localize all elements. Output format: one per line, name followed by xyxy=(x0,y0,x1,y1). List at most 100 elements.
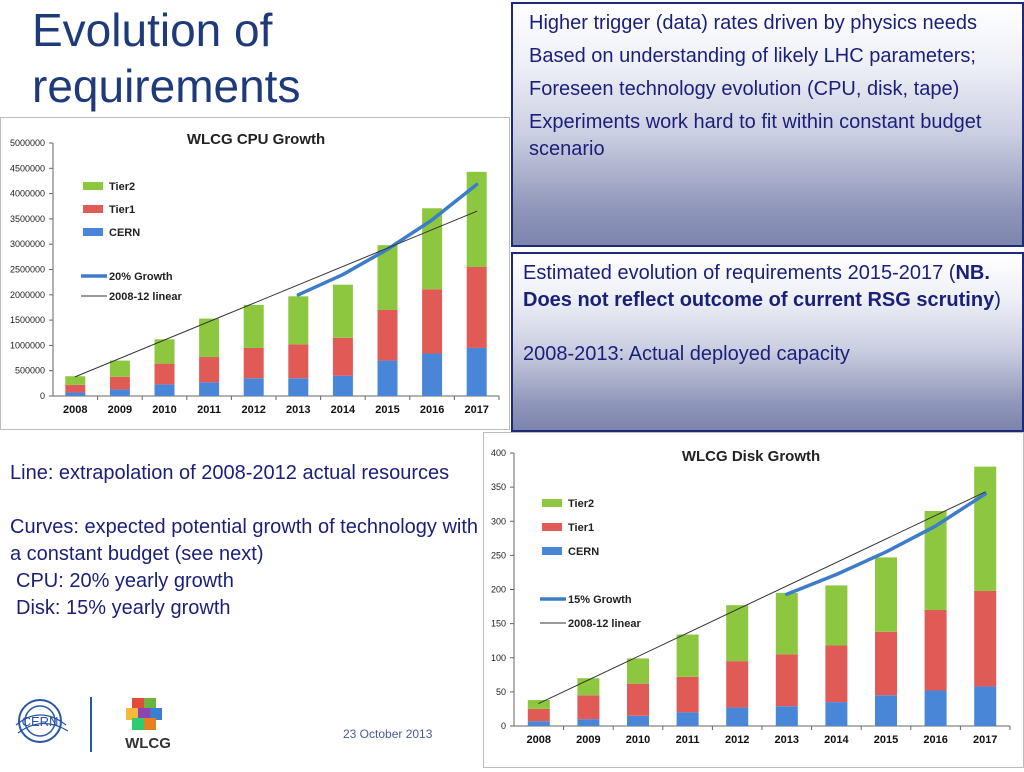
disk-legend-label: Tier2 xyxy=(568,498,594,510)
disk-bar-cern xyxy=(825,702,848,726)
cpu-ytick-label: 2500000 xyxy=(10,265,45,275)
cpu-growth-chart: WLCG CPU Growth 0 500000 1000000 1500000 2000… xyxy=(0,117,510,430)
disk-bar-cern xyxy=(627,715,649,726)
cpu-xtick-label: 2013 xyxy=(286,404,310,416)
cpu-legend-swatch-tier2 xyxy=(83,182,103,190)
cpu-bar-tier2 xyxy=(332,284,353,338)
cpu-ytick-label: 1500000 xyxy=(10,315,45,325)
cpu-bar-cern xyxy=(243,378,264,396)
disk-xtick-label: 2008 xyxy=(527,734,551,746)
cpu-bar-cern xyxy=(109,389,130,396)
disk-bar-cern xyxy=(726,707,749,726)
estimated-evolution-panel: Estimated evolution of requirements 2015… xyxy=(511,252,1024,432)
cpu-bar-tier1 xyxy=(377,309,398,361)
disk-xtick-label: 2017 xyxy=(973,734,997,746)
cpu-ytick-label: 1000000 xyxy=(10,340,45,350)
chart-notes: Line: extrapolation of 2008-2012 actual … xyxy=(10,460,480,622)
slide-title: Evolution of requirements xyxy=(32,4,301,112)
cpu-bar-cern xyxy=(466,347,487,396)
disk-bar-tier1 xyxy=(527,708,550,722)
disk-legend-label: 2008-12 linear xyxy=(568,618,641,630)
cpu-legend-label: Tier1 xyxy=(109,204,135,216)
disk-bar-tier2 xyxy=(527,700,550,709)
disk-xtick-label: 2015 xyxy=(874,734,898,746)
cpu-ytick-label: 3500000 xyxy=(10,214,45,224)
disk-bar-tier1 xyxy=(676,676,699,713)
cpu-bar-tier1 xyxy=(422,289,443,354)
cpu-ytick-label: 5000000 xyxy=(10,138,45,148)
disk-legend-swatch-cern xyxy=(542,547,562,555)
disk-bar-cern xyxy=(676,712,699,726)
disk-ytick-label: 100 xyxy=(491,653,506,663)
disk-xtick-label: 2011 xyxy=(676,734,700,746)
cpu-xtick-label: 2009 xyxy=(108,404,132,416)
bullet-lhc-parameters: Based on understanding of likely LHC par… xyxy=(529,45,976,67)
estimated-evolution-pre: Estimated evolution of requirements 2015… xyxy=(523,262,956,284)
disk-legend-label: Tier1 xyxy=(568,522,594,534)
cpu-bar-tier1 xyxy=(65,384,86,393)
cern-logo: CERN xyxy=(12,695,74,752)
footer-date: 23 October 2013 xyxy=(343,727,433,741)
note-cpu-growth: CPU: 20% yearly growth xyxy=(16,570,234,592)
disk-bar-tier1 xyxy=(974,590,997,687)
cpu-growth-curve xyxy=(296,182,479,297)
cpu-bar-cern xyxy=(332,375,353,396)
disk-bar-tier2 xyxy=(627,658,649,684)
cpu-bar-cern xyxy=(154,384,175,396)
cpu-xtick-label: 2016 xyxy=(420,404,444,416)
cpu-ytick-label: 4500000 xyxy=(10,163,45,173)
disk-bar-tier1 xyxy=(726,661,749,708)
disk-bar-cern xyxy=(924,690,947,726)
disk-legend-swatch-tier1 xyxy=(542,523,562,531)
disk-ytick-label: 0 xyxy=(501,721,506,731)
cpu-legend-swatch-cern xyxy=(83,228,103,236)
disk-xtick-label: 2012 xyxy=(725,734,749,746)
disk-xtick-label: 2013 xyxy=(775,734,799,746)
cpu-legend-label: Tier2 xyxy=(109,181,135,193)
disk-bar-cern xyxy=(775,706,798,726)
cpu-xtick-label: 2010 xyxy=(152,404,176,416)
disk-bar-tier2 xyxy=(726,605,749,662)
cpu-bar-tier2 xyxy=(243,304,264,348)
cpu-chart-title: WLCG CPU Growth xyxy=(187,131,325,148)
cpu-xtick-label: 2015 xyxy=(375,404,399,416)
cpu-bar-tier2 xyxy=(466,171,487,267)
disk-bar-cern xyxy=(527,721,550,726)
disk-bar-tier1 xyxy=(875,631,897,696)
cpu-legend-swatch-tier1 xyxy=(83,205,103,213)
rsg-scrutiny-note: NB. Does not reflect outcome of current … xyxy=(523,262,995,311)
wlcg-logo: WLCG xyxy=(108,694,188,759)
note-extrapolation-line: Line: extrapolation of 2008-2012 actual … xyxy=(10,462,450,484)
cpu-bar-tier1 xyxy=(332,337,353,376)
note-disk-growth: Disk: 15% yearly growth xyxy=(16,597,231,619)
cpu-bar-cern xyxy=(377,360,398,396)
cpu-xtick-label: 2011 xyxy=(197,404,221,416)
cpu-legend-label: 2008-12 linear xyxy=(109,291,182,303)
disk-bar-tier2 xyxy=(875,557,897,632)
cpu-ytick-label: 0 xyxy=(40,391,45,401)
disk-bar-tier1 xyxy=(627,683,649,716)
disk-bar-tier1 xyxy=(924,609,947,691)
cpu-legend-label: 20% Growth xyxy=(109,271,173,283)
cpu-xtick-label: 2012 xyxy=(241,404,265,416)
disk-legend-swatch-tier2 xyxy=(542,499,562,507)
disk-xtick-label: 2010 xyxy=(626,734,650,746)
actual-capacity-text: 2008-2013: Actual deployed capacity xyxy=(523,343,850,365)
cpu-bar-tier2 xyxy=(199,318,220,358)
cpu-bar-tier2 xyxy=(109,360,130,377)
disk-bar-cern xyxy=(577,719,600,726)
disk-ytick-label: 250 xyxy=(491,550,506,560)
disk-bar-tier1 xyxy=(825,645,848,703)
disk-bar-cern xyxy=(974,686,997,726)
cpu-ytick-label: 500000 xyxy=(15,366,45,376)
cpu-ytick-label: 4000000 xyxy=(10,189,45,199)
disk-ytick-label: 150 xyxy=(491,619,506,629)
disk-xtick-label: 2016 xyxy=(923,734,947,746)
cpu-bar-tier1 xyxy=(109,376,130,390)
disk-bar-tier2 xyxy=(825,585,848,646)
cern-logo-text: CERN xyxy=(22,714,59,729)
disk-chart-title: WLCG Disk Growth xyxy=(682,448,820,465)
requirements-drivers-panel: Higher trigger (data) rates driven by ph… xyxy=(511,2,1024,247)
disk-bar-tier2 xyxy=(775,592,798,655)
disk-bar-tier1 xyxy=(775,654,798,707)
